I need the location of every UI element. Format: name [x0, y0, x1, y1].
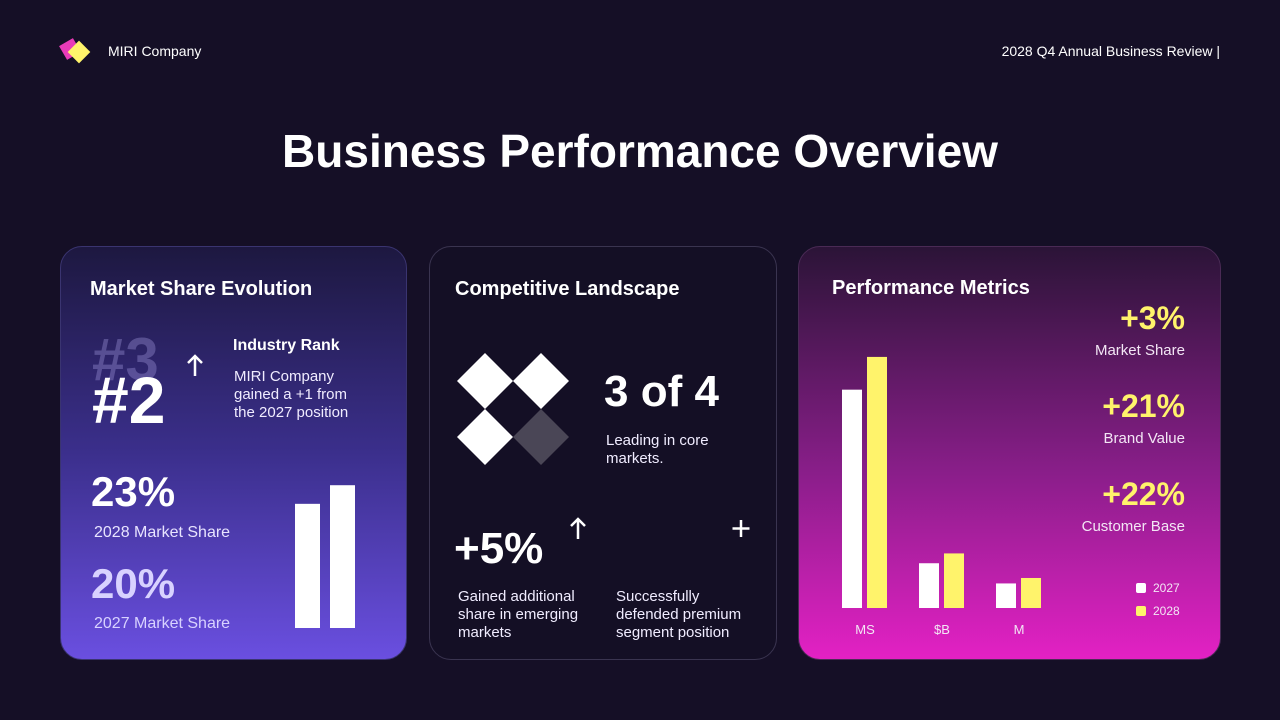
metric-label: Customer Base — [1081, 518, 1185, 535]
x-tick-label: M — [1014, 622, 1025, 637]
defense-note: Successfully defended premium segment po… — [616, 588, 742, 641]
market-icon — [457, 353, 569, 465]
category-label: 2027 Market Share — [94, 615, 231, 632]
metric-label: Market Share — [1094, 342, 1185, 359]
bar — [944, 553, 964, 608]
page-title: Business Performance Overview — [282, 125, 998, 177]
legend-label: 2028 — [1153, 604, 1180, 618]
previous-rank: #3 — [92, 326, 159, 393]
legend-label: 2027 — [1153, 581, 1180, 595]
legend-swatch — [1136, 606, 1146, 616]
rank: #2 — [92, 363, 166, 437]
gain: +5% — [454, 524, 544, 573]
legend-swatch — [1136, 583, 1146, 593]
arrow-icon — [187, 354, 750, 539]
category-label: 2028 Market Share — [94, 524, 231, 541]
metric-value: +22% — [1102, 476, 1185, 512]
company-name: MIRI Company — [108, 43, 202, 59]
metric-value: +3% — [1120, 300, 1185, 336]
bar — [996, 583, 1016, 608]
metric-label: Brand Value — [1103, 430, 1185, 447]
value-label: 23% — [91, 468, 176, 515]
x-tick-label: $B — [934, 622, 950, 637]
bar — [295, 503, 320, 628]
bar — [867, 356, 887, 608]
card-title: Market Share Evolution — [90, 278, 313, 300]
rank-note: MIRI Company gained a +1 from the 2027 p… — [234, 368, 349, 421]
headline: 3 of 4 — [604, 367, 719, 416]
metric-value: +21% — [1102, 388, 1185, 424]
rank-label: Industry Rank — [233, 337, 340, 354]
gain-note: Gained additional share in emerging mark… — [458, 588, 579, 641]
bar — [919, 563, 939, 608]
value-label: 20% — [91, 560, 176, 607]
card-title: Competitive Landscape — [455, 278, 680, 300]
bar — [330, 485, 355, 628]
x-tick-label: MS — [855, 622, 875, 637]
bar — [1021, 577, 1041, 608]
header-subtitle: 2028 Q4 Annual Business Review | — [1001, 43, 1220, 59]
headline-note: Leading in core markets. — [606, 432, 709, 467]
card-title: Performance Metrics — [832, 277, 1030, 299]
bar — [842, 389, 862, 608]
logo-shape — [67, 40, 91, 64]
